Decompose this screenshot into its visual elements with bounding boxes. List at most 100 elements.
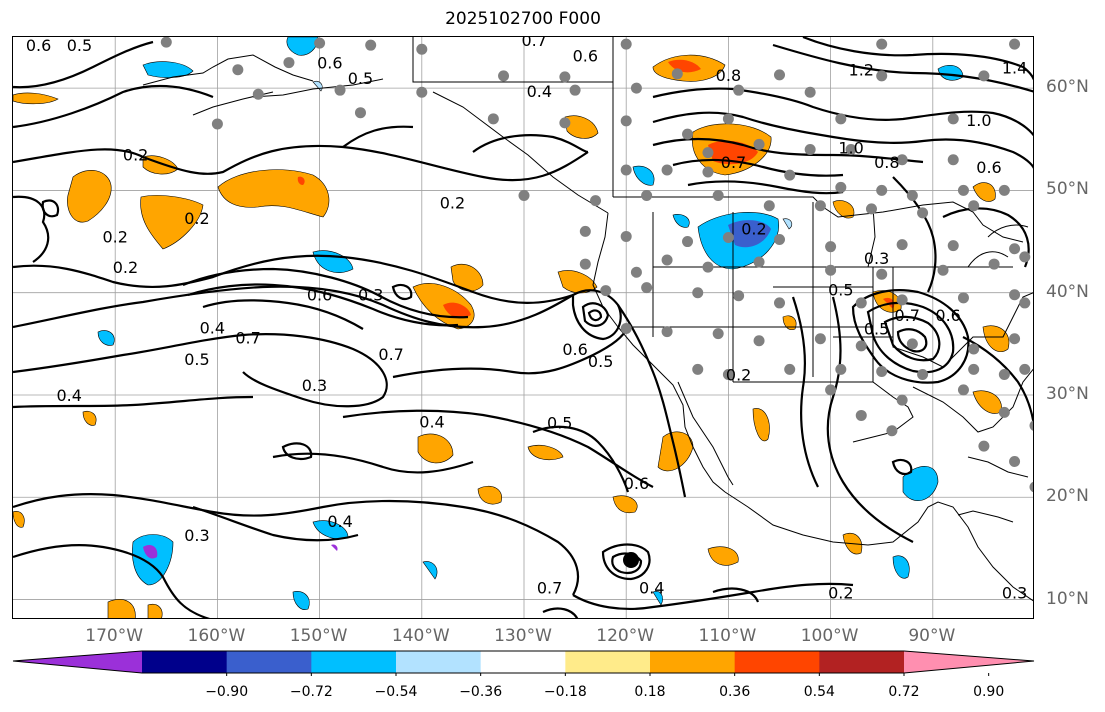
- contour-label: 0.5: [348, 69, 373, 88]
- station-dot: [896, 154, 908, 166]
- colorbar-segment: [396, 651, 482, 673]
- colorbar-tick-label: −0.54: [374, 684, 418, 700]
- contour-label: 0.2: [726, 366, 751, 385]
- station-dot: [661, 254, 673, 266]
- colorbar-segment: [819, 651, 905, 673]
- station-dot: [957, 184, 969, 196]
- station-dot: [211, 118, 223, 130]
- contour-label: 0.2: [741, 219, 766, 238]
- contour-label: 1.0: [966, 111, 991, 130]
- station-dot: [937, 264, 949, 276]
- longitude-label: 160°W: [187, 626, 246, 646]
- colorbar: [12, 650, 1036, 680]
- contour-label: 0.4: [527, 82, 552, 101]
- station-dot: [620, 38, 632, 50]
- contour-labels: 0.6 0.50.60.50.70.60.40.8 1.2 1.41.01.00.8 0…: [26, 37, 1027, 602]
- station-dot: [876, 268, 888, 280]
- station-dot: [845, 144, 857, 156]
- station-dot: [968, 343, 980, 355]
- station-dot: [661, 326, 673, 338]
- station-dot: [968, 363, 980, 375]
- colorbar-tick-label: 0.90: [973, 684, 1005, 700]
- contour-label: 0.8: [716, 66, 741, 85]
- contour-label: 0.7: [521, 37, 546, 50]
- contour-label: 0.3: [302, 376, 327, 395]
- station-dot: [947, 154, 959, 166]
- colorbar-tick-label: 0.72: [888, 684, 920, 700]
- contour-label: 0.6: [976, 158, 1001, 177]
- station-dot: [1009, 289, 1021, 301]
- contour-label: 1.2: [849, 61, 874, 80]
- contour-label: 0.5: [547, 414, 572, 433]
- station-dot: [1029, 420, 1033, 431]
- station-dot: [630, 82, 642, 94]
- station-dot: [620, 230, 632, 242]
- station-dot: [855, 297, 867, 309]
- colorbar-segment: [565, 651, 651, 673]
- station-dot: [998, 184, 1010, 196]
- station-dot: [906, 190, 918, 202]
- contour-label: 0.6: [26, 37, 51, 55]
- station-dot: [814, 200, 826, 212]
- colorbar-tick-label: −0.72: [289, 684, 333, 700]
- contour-label: 0.6: [573, 46, 598, 65]
- station-dot: [1019, 251, 1031, 263]
- longitude-label: 150°W: [289, 626, 348, 646]
- contour-label: 0.5: [588, 352, 613, 371]
- station-dot: [906, 338, 918, 350]
- contour-label: 0.2: [102, 227, 127, 246]
- station-dot: [641, 190, 653, 202]
- colorbar-tick-label: 0.54: [803, 684, 835, 700]
- station-dot: [998, 369, 1010, 381]
- station-dot: [804, 144, 816, 156]
- contour-label: 0.2: [123, 146, 148, 165]
- station-dot: [1029, 481, 1033, 493]
- station-dot: [620, 164, 632, 176]
- latitude-label: 10°N: [1046, 588, 1089, 609]
- station-dot: [682, 236, 694, 248]
- station-dot: [579, 258, 591, 270]
- contour-label: 0.6: [935, 306, 960, 325]
- station-dot: [804, 86, 816, 98]
- station-dot: [283, 57, 295, 69]
- station-dot: [579, 225, 591, 237]
- contour-label: 0.3: [1002, 583, 1027, 602]
- station-dot: [825, 264, 837, 276]
- longitude-label: 110°W: [698, 626, 757, 646]
- station-dot: [314, 37, 326, 49]
- colorbar-tick-label: −0.36: [459, 684, 503, 700]
- contour-label: 0.5: [864, 320, 889, 339]
- station-dot: [498, 70, 510, 82]
- station-dot: [917, 207, 929, 219]
- station-dot: [957, 384, 969, 396]
- colorbar-extend-min: [13, 651, 142, 673]
- station-dot: [917, 369, 929, 381]
- station-dot: [702, 147, 714, 159]
- station-dot: [590, 195, 602, 207]
- station-dot: [784, 169, 796, 181]
- strong-negative-shading: [143, 220, 771, 559]
- contour-label: 0.7: [537, 578, 562, 597]
- contour-label: 0.7: [235, 329, 260, 348]
- station-dot: [252, 88, 264, 100]
- longitude-label: 100°W: [800, 626, 859, 646]
- longitude-label: 140°W: [391, 626, 450, 646]
- station-dot: [620, 115, 632, 127]
- station-dot: [365, 39, 377, 51]
- latitude-label: 20°N: [1046, 486, 1089, 507]
- colorbar-outline: [12, 650, 1035, 674]
- station-dot: [620, 323, 632, 334]
- station-dot: [763, 200, 775, 212]
- latitude-label: 50°N: [1046, 179, 1089, 200]
- contour-label: 0.2: [184, 209, 209, 228]
- map-title: 2025102700 F000: [445, 9, 601, 29]
- latitude-label: 40°N: [1046, 281, 1089, 302]
- station-dot: [814, 333, 826, 345]
- station-dot: [722, 113, 734, 125]
- station-dot: [692, 363, 704, 375]
- station-dot: [835, 363, 847, 375]
- contour-label: 0.3: [358, 286, 383, 305]
- station-dot: [947, 113, 959, 125]
- colorbar-segment: [142, 651, 228, 673]
- station-dot: [1009, 243, 1021, 255]
